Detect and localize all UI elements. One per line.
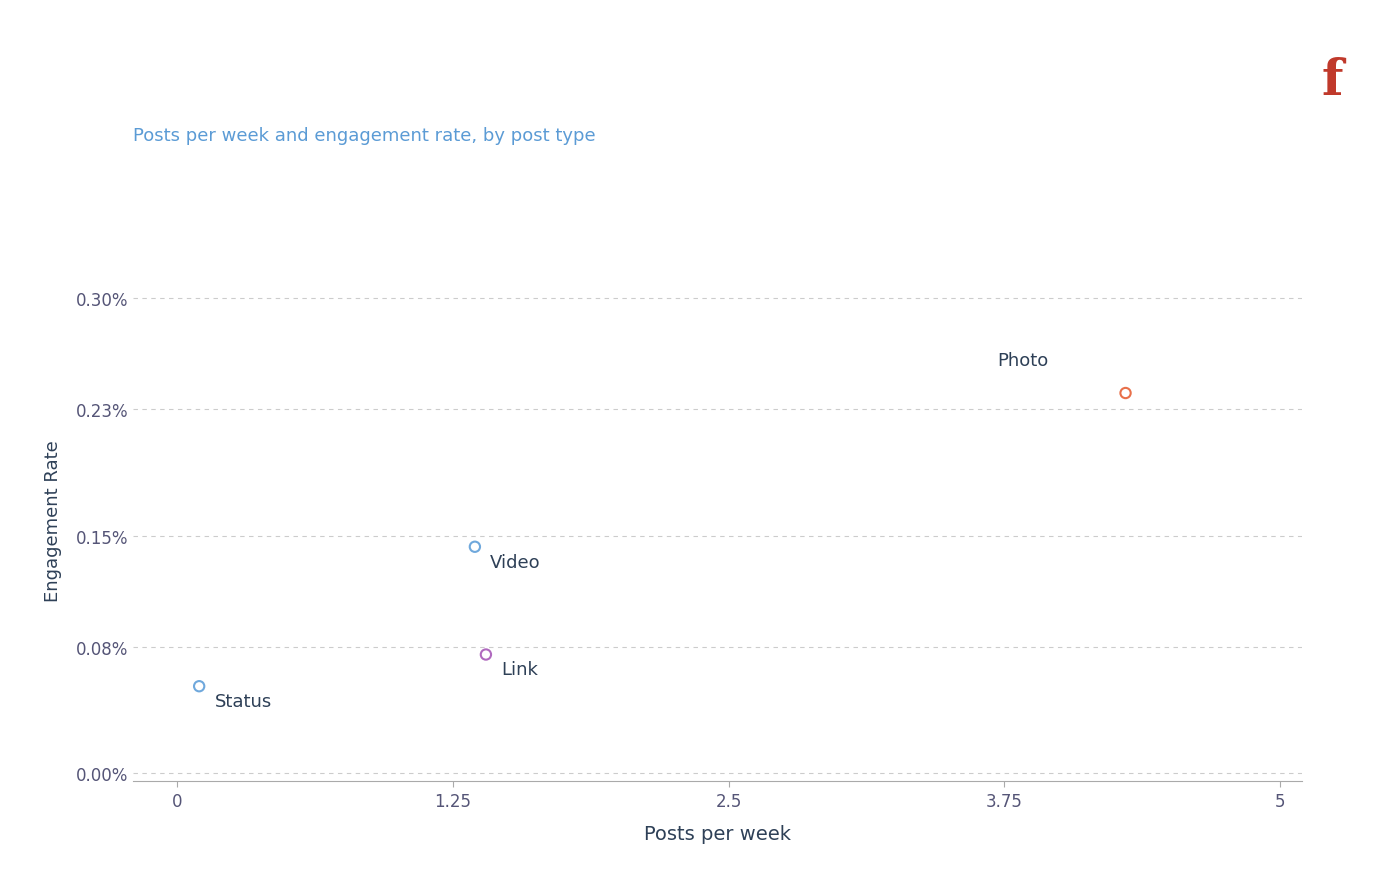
Text: Link: Link (501, 660, 538, 679)
Text: f: f (1322, 57, 1343, 105)
Text: HEALTH & BEAUTY:: HEALTH & BEAUTY: (67, 40, 461, 83)
Point (188, 680, 210, 694)
Y-axis label: Engagement Rate: Engagement Rate (43, 439, 62, 601)
Text: Video: Video (490, 553, 540, 571)
Point (463, 540, 486, 554)
Text: Status: Status (214, 692, 272, 710)
Text: Posts per week and engagement rate, by post type: Posts per week and engagement rate, by p… (133, 127, 595, 145)
X-axis label: Posts per week: Posts per week (644, 824, 791, 843)
Point (475, 648, 497, 662)
FancyBboxPatch shape (1273, 14, 1392, 148)
Text: FACEBOOK ENGAGEMENT: FACEBOOK ENGAGEMENT (67, 104, 599, 146)
Point (1114, 386, 1137, 400)
Text: Photo: Photo (998, 352, 1049, 370)
